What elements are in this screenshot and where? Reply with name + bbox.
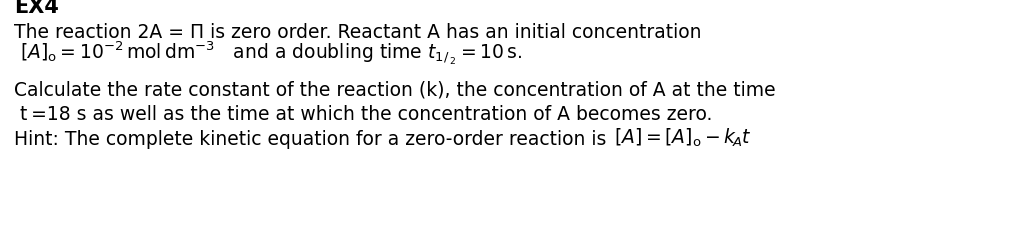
Text: $[A] = [A]_{\mathrm{o}} - k_{\!A}t$: $[A] = [A]_{\mathrm{o}} - k_{\!A}t$ [614, 127, 752, 149]
Text: The reaction 2A = Π is zero order. Reactant A has an initial concentration: The reaction 2A = Π is zero order. React… [14, 23, 702, 42]
Text: $[A]_{\mathrm{o}} = 10^{-2}\,\mathrm{mol\,dm^{-3}}\quad\mathrm{and\ a\ doubling\: $[A]_{\mathrm{o}} = 10^{-2}\,\mathrm{mol… [20, 40, 522, 67]
Text: Hint: The complete kinetic equation for a zero-order reaction is: Hint: The complete kinetic equation for … [14, 130, 612, 149]
Text: EX4: EX4 [14, 0, 59, 17]
Text: Calculate the rate constant of the reaction (k), the concentration of A at the t: Calculate the rate constant of the react… [14, 80, 776, 99]
Text: t =18 s as well as the time at which the concentration of A becomes zero.: t =18 s as well as the time at which the… [14, 105, 712, 124]
